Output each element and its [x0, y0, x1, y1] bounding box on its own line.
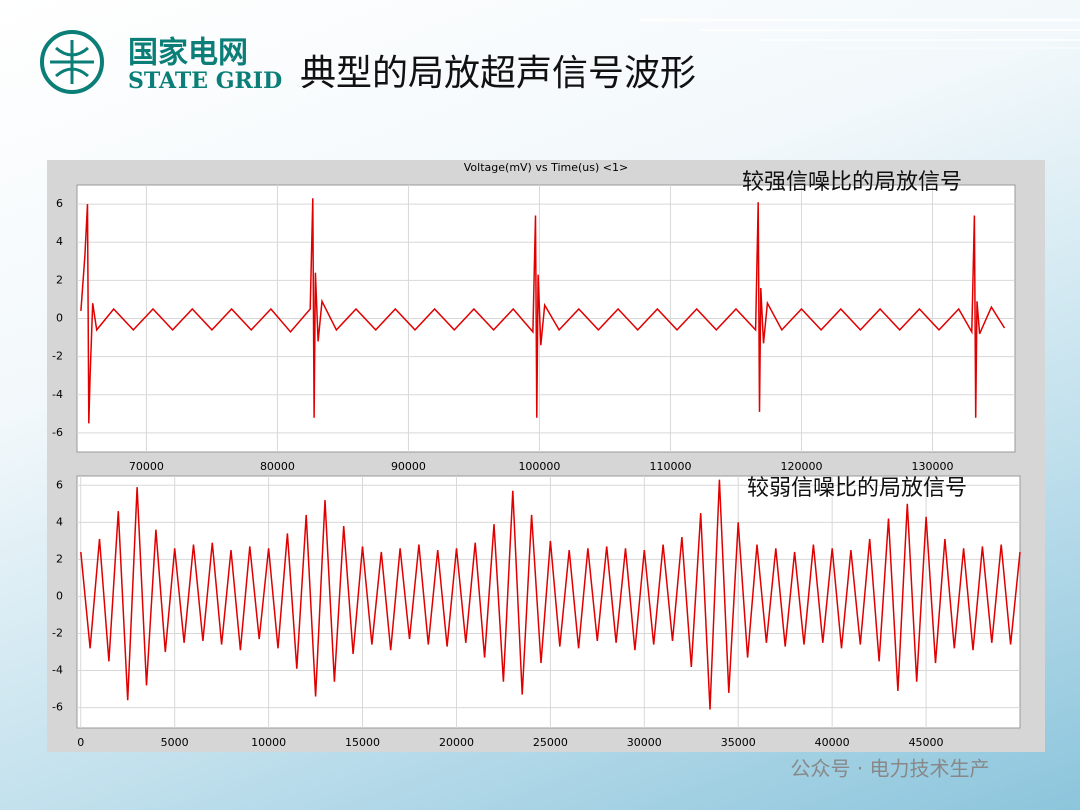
x-tick-label: 70000: [129, 460, 164, 473]
logo-name-en: STATE GRID: [128, 68, 282, 94]
x-tick-label: 45000: [909, 736, 944, 749]
logo-name: 国家电网: [128, 36, 248, 71]
x-tick-label: 100000: [518, 460, 560, 473]
y-tick-label: 6: [56, 197, 63, 210]
x-tick-label: 20000: [439, 736, 474, 749]
annotation: 较弱信噪比的局放信号: [747, 476, 967, 501]
logo-globe: [50, 40, 94, 84]
y-tick-label: -6: [52, 426, 63, 439]
y-tick-label: -4: [52, 388, 63, 401]
y-tick-label: 6: [56, 478, 63, 491]
x-tick-label: 40000: [815, 736, 850, 749]
x-tick-label: 10000: [251, 736, 286, 749]
y-tick-label: 2: [56, 552, 63, 565]
x-tick-label: 0: [77, 736, 84, 749]
x-tick-label: 35000: [721, 736, 756, 749]
y-tick-label: -4: [52, 664, 63, 677]
x-tick-label: 15000: [345, 736, 380, 749]
x-tick-label: 25000: [533, 736, 568, 749]
y-tick-label: 2: [56, 273, 63, 286]
y-tick-label: 0: [56, 312, 63, 325]
watermark: 公众号 · 电力技术生产: [790, 757, 989, 781]
waveform: [80, 479, 1021, 710]
slide-title: 典型的局放超声信号波形: [300, 53, 696, 94]
y-tick-label: -2: [52, 350, 63, 363]
y-tick-label: 0: [56, 589, 63, 602]
x-tick-label: 30000: [627, 736, 662, 749]
x-tick-label: 80000: [260, 460, 295, 473]
x-tick-label: 5000: [161, 736, 189, 749]
y-tick-label: 4: [56, 235, 63, 248]
annotation: 较强信噪比的局放信号: [742, 170, 962, 195]
x-tick-label: 130000: [911, 460, 953, 473]
x-tick-label: 90000: [391, 460, 426, 473]
y-tick-label: -2: [52, 627, 63, 640]
chart-title: Voltage(mV) vs Time(us) <1>: [464, 161, 628, 174]
y-tick-label: -6: [52, 701, 63, 714]
waveform: [80, 198, 1006, 424]
plot-area: [76, 475, 1021, 729]
y-tick-label: 4: [56, 515, 63, 528]
x-tick-label: 110000: [649, 460, 691, 473]
stripes: [640, 18, 1080, 49]
x-tick-label: 120000: [780, 460, 822, 473]
